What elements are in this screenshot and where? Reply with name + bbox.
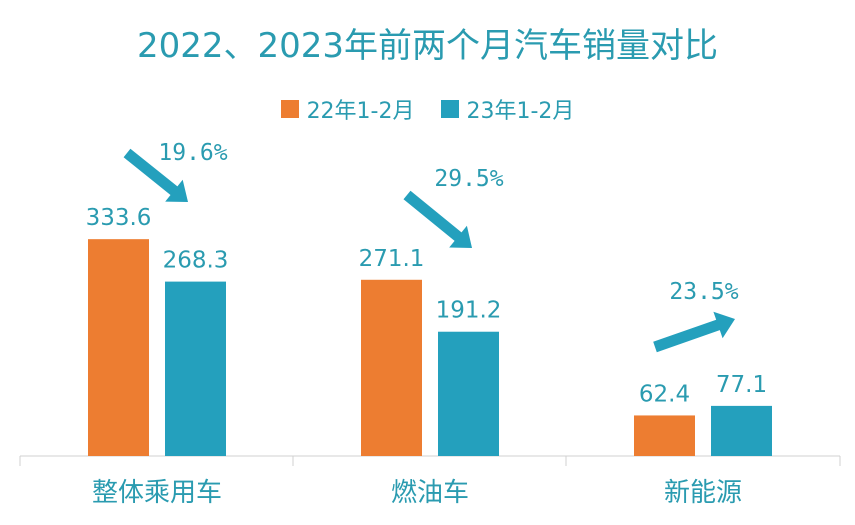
data-label: 77.1 [716,372,767,398]
legend: 22年1-2月 23年1-2月 [0,93,855,125]
bar [88,239,149,456]
legend-swatch-series-1 [280,100,299,118]
bar [634,415,695,456]
arrow-up-icon [653,311,735,353]
category-label: 整体乘用车 [92,478,222,508]
chart-title: 2022、2023年前两个月汽车销量对比 [136,26,719,66]
change-annotation: 29.5% [434,166,503,192]
legend-label-series-1: 22年1-2月 [306,99,415,124]
category-label: 燃油车 [391,478,469,508]
bar [711,405,772,456]
bar [361,279,422,456]
data-label: 271.1 [359,246,425,272]
bar [438,331,499,456]
legend-swatch-series-2 [440,100,459,118]
legend-item-series-2: 23年1-2月 [440,93,575,125]
category-label: 新能源 [664,478,742,508]
data-label: 62.4 [639,381,690,407]
bar [165,281,226,456]
change-annotation: 19.6% [158,140,227,166]
arrow-down-icon [123,148,188,202]
data-label: 333.6 [86,205,152,231]
arrow-down-icon [403,190,472,248]
data-label: 191.2 [436,298,502,324]
legend-item-series-1: 22年1-2月 [280,93,415,125]
data-label: 268.3 [163,248,229,274]
legend-label-series-2: 23年1-2月 [466,99,575,124]
change-annotation: 23.5% [669,279,738,305]
